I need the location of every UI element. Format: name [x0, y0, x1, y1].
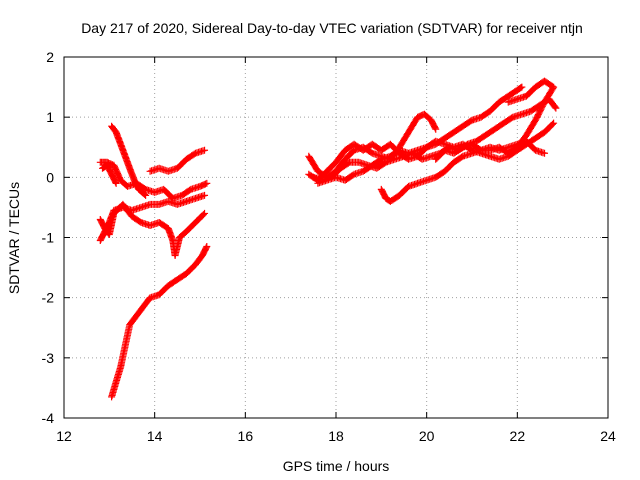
y-tick-label: -4: [42, 410, 55, 426]
y-tick-label: 0: [46, 169, 54, 185]
series-arc6: [146, 146, 209, 175]
series-arc5: [108, 122, 150, 199]
series-markers: [146, 146, 209, 175]
x-axis-label: GPS time / hours: [283, 458, 390, 474]
y-tick-label: 2: [46, 49, 54, 65]
y-tick-label: 1: [46, 109, 54, 125]
chart-title: Day 217 of 2020, Sidereal Day-to-day VTE…: [81, 20, 583, 36]
data-series: [96, 77, 560, 401]
x-tick-label: 16: [238, 428, 254, 444]
series-arc1: [108, 243, 211, 401]
y-tick-label: -1: [42, 230, 55, 246]
y-tick-label: -2: [42, 290, 55, 306]
series-markers: [96, 158, 211, 202]
x-tick-label: 24: [600, 428, 616, 444]
series-markers: [108, 122, 150, 199]
series-arc3: [96, 200, 209, 259]
x-tick-label: 14: [147, 428, 163, 444]
x-tick-label: 18: [328, 428, 344, 444]
series-markers: [108, 243, 211, 401]
series-arc4: [96, 158, 211, 202]
series-markers: [99, 161, 120, 187]
y-tick-label: -3: [42, 350, 55, 366]
y-axis-label: SDTVAR / TECUs: [6, 182, 22, 294]
x-tick-label: 22: [510, 428, 526, 444]
series-markers: [96, 200, 209, 259]
series-markers: [432, 77, 558, 163]
x-tick-label: 12: [56, 428, 72, 444]
series-arc13: [432, 77, 558, 163]
x-tick-label: 20: [419, 428, 435, 444]
series-arc7: [99, 161, 120, 187]
